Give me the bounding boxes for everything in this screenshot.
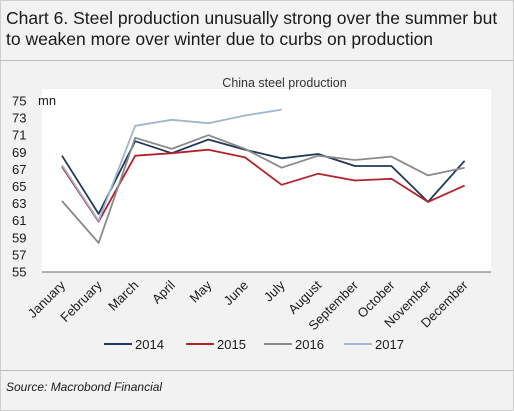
x-tick-label: March [105,278,141,314]
chart-title: Chart 6. Steel production unusually stro… [6,8,498,49]
plot-area [42,89,491,272]
series-line-2016 [61,134,465,244]
y-tick-label: 75 [12,94,26,109]
x-tick-label: April [149,277,178,306]
y-tick-label: 63 [12,196,26,211]
source-divider [0,370,514,371]
x-tick-label: July [261,277,288,304]
y-tick-label: 71 [12,128,26,143]
plot-subtitle: China steel production [222,76,346,90]
source-note: Source: Macrobond Financial [6,380,163,394]
series-line-2015 [61,148,465,223]
line-chart: China steel production mn 55 57 59 61 63 65 67 69… [12,76,491,352]
y-tick-label: 57 [12,247,26,262]
y-tick-label: 65 [12,179,26,194]
x-tick-label: February [57,277,105,325]
y-tick-label: 59 [12,230,26,245]
legend-label-2015: 2015 [217,337,246,352]
y-tick-label: 69 [12,145,26,160]
y-tick-label: 73 [12,111,26,126]
title-divider [0,60,514,61]
y-tick-label: 55 [12,265,26,280]
series-line-2017 [61,108,282,222]
y-unit-label: mn [38,93,56,108]
x-tick-label: May [187,277,215,305]
y-tick-label: 67 [12,162,26,177]
y-tick-label: 61 [12,213,26,228]
x-tick-label: June [221,278,252,309]
legend-label-2016: 2016 [295,337,324,352]
legend-label-2014: 2014 [135,337,164,352]
legend-label-2017: 2017 [375,337,404,352]
